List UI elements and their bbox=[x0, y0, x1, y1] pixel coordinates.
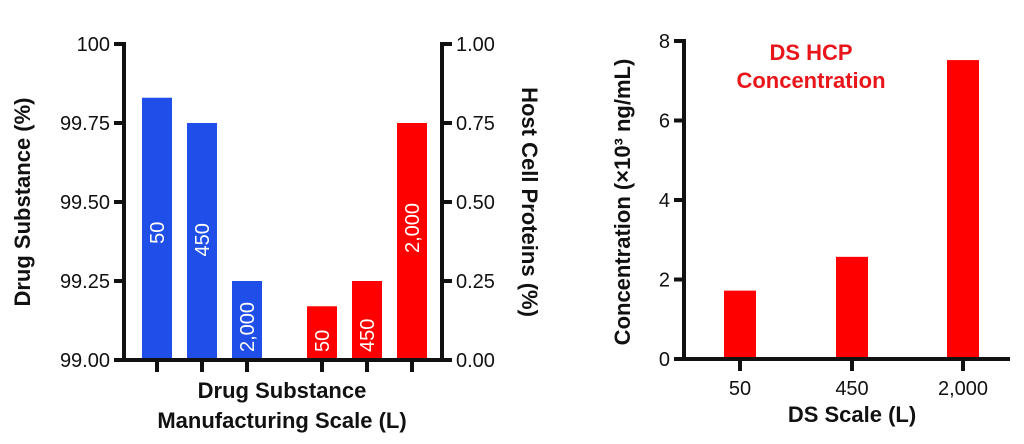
bar-hcp-1 bbox=[352, 281, 382, 360]
left-y-tick-label: 99.50 bbox=[60, 192, 110, 214]
left-y-tick-label: 99.25 bbox=[60, 271, 110, 293]
left-chart: Drug Substance (%) Host Cell Proteins (%… bbox=[10, 34, 542, 433]
y-tick-label: 2 bbox=[659, 270, 670, 292]
bar-concentration-2 bbox=[947, 60, 979, 359]
right-y-tick-label: 0.75 bbox=[456, 113, 495, 135]
y-axis-title: Concentration (×10³ ng/mL) bbox=[610, 59, 635, 346]
right-y-axis-title: Host Cell Proteins (%) bbox=[517, 87, 542, 317]
right-y-tick-label: 0.25 bbox=[456, 271, 495, 293]
x-axis-title-line-2: Manufacturing Scale (L) bbox=[157, 408, 406, 433]
bar-drug-substance-2 bbox=[232, 281, 262, 360]
left-y-axis-title: Drug Substance (%) bbox=[10, 97, 35, 306]
x-axis-title-line-1: Drug Substance bbox=[198, 378, 367, 403]
bar-label: 450 bbox=[192, 223, 214, 256]
bar-drug-substance-0 bbox=[142, 97, 172, 360]
bar-label: 450 bbox=[357, 319, 379, 352]
right-y-tick-label: 0.00 bbox=[456, 350, 495, 372]
x-tick-label: 50 bbox=[729, 378, 751, 400]
left-y-tick-label: 99.75 bbox=[60, 113, 110, 135]
y-tick-label: 4 bbox=[659, 190, 670, 212]
x-tick-label: 450 bbox=[835, 378, 868, 400]
left-y-tick-label: 100 bbox=[77, 34, 110, 56]
bar-drug-substance-1 bbox=[187, 123, 217, 360]
right-y-tick-label: 0.50 bbox=[456, 192, 495, 214]
bar-label: 50 bbox=[312, 330, 334, 352]
right-y-tick-label: 1.00 bbox=[456, 34, 495, 56]
bar-hcp-2 bbox=[397, 123, 427, 360]
y-tick-label: 6 bbox=[659, 111, 670, 133]
bar-label: 2,000 bbox=[237, 302, 259, 352]
left-y-tick-label: 99.00 bbox=[60, 350, 110, 372]
chart-title-line-1: DS HCP bbox=[769, 40, 852, 65]
y-tick-label: 8 bbox=[659, 31, 670, 53]
x-axis-title: DS Scale (L) bbox=[788, 402, 916, 427]
chart-title-line-2: Concentration bbox=[736, 68, 885, 93]
right-chart: DS HCP Concentration Concentration (×10³… bbox=[610, 31, 1010, 427]
bar-concentration-0 bbox=[724, 290, 756, 359]
x-tick-label: 2,000 bbox=[938, 378, 988, 400]
bar-concentration-1 bbox=[836, 256, 868, 359]
bar-label: 2,000 bbox=[402, 203, 424, 253]
bar-hcp-0 bbox=[307, 306, 337, 360]
bar-label: 50 bbox=[147, 222, 169, 244]
y-tick-label: 0 bbox=[659, 349, 670, 371]
